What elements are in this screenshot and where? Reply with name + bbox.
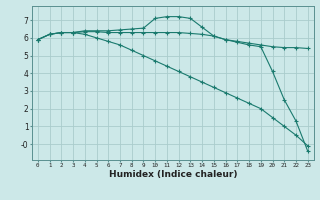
X-axis label: Humidex (Indice chaleur): Humidex (Indice chaleur) [108,170,237,179]
